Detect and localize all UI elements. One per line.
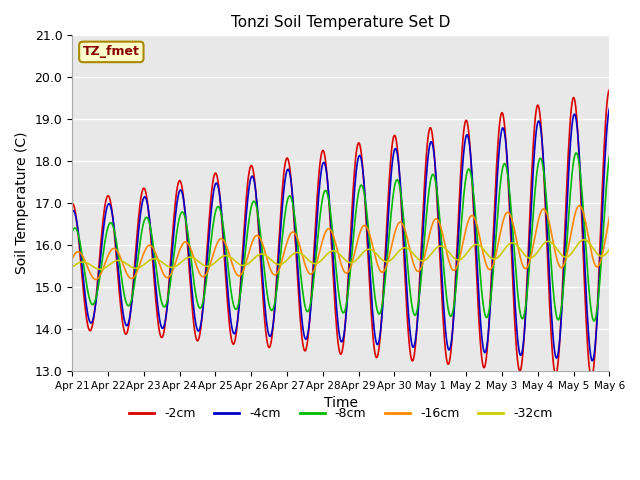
-16cm [605, 215, 613, 220]
-4cm [188, 284, 196, 290]
-2cm [605, 87, 613, 93]
-32cm [96, 266, 104, 272]
-32cm [605, 246, 613, 252]
-2cm [406, 347, 413, 353]
Text: TZ_fmet: TZ_fmet [83, 46, 140, 59]
-16cm [407, 250, 415, 256]
-4cm [588, 358, 596, 364]
-8cm [188, 261, 196, 267]
-4cm [133, 243, 141, 249]
-2cm [78, 271, 86, 277]
-16cm [68, 256, 76, 262]
-8cm [422, 223, 429, 228]
-4cm [216, 196, 224, 202]
-16cm [575, 203, 583, 208]
-8cm [68, 229, 76, 235]
-16cm [217, 236, 225, 241]
-16cm [422, 246, 430, 252]
-32cm [422, 256, 430, 262]
-32cm [68, 264, 76, 270]
Title: Tonzi Soil Temperature Set D: Tonzi Soil Temperature Set D [231, 15, 451, 30]
-32cm [407, 248, 415, 253]
-4cm [68, 208, 76, 214]
-2cm [216, 196, 224, 202]
-8cm [78, 251, 86, 256]
-16cm [134, 266, 141, 272]
-32cm [217, 255, 225, 261]
-32cm [134, 265, 141, 271]
-32cm [580, 237, 588, 242]
-4cm [422, 185, 429, 191]
-8cm [406, 287, 413, 292]
-4cm [78, 262, 86, 267]
-8cm [573, 150, 580, 156]
-8cm [133, 261, 141, 267]
Line: -32cm: -32cm [72, 240, 609, 269]
Line: -2cm: -2cm [72, 90, 609, 378]
-4cm [406, 327, 413, 333]
-2cm [68, 200, 76, 206]
-2cm [188, 299, 196, 305]
-2cm [133, 230, 141, 236]
-16cm [189, 251, 196, 256]
-2cm [588, 375, 595, 381]
Legend: -2cm, -4cm, -8cm, -16cm, -32cm: -2cm, -4cm, -8cm, -16cm, -32cm [124, 402, 557, 425]
Line: -8cm: -8cm [72, 153, 609, 321]
Line: -4cm: -4cm [72, 108, 609, 361]
Y-axis label: Soil Temperature (C): Soil Temperature (C) [15, 132, 29, 275]
Line: -16cm: -16cm [72, 205, 609, 279]
X-axis label: Time: Time [324, 396, 358, 410]
-8cm [216, 207, 224, 213]
-32cm [189, 255, 196, 261]
-16cm [78, 252, 86, 258]
-16cm [92, 276, 100, 282]
-8cm [605, 154, 613, 159]
-32cm [78, 259, 86, 265]
-2cm [422, 164, 429, 169]
-4cm [605, 106, 613, 111]
-8cm [590, 318, 598, 324]
